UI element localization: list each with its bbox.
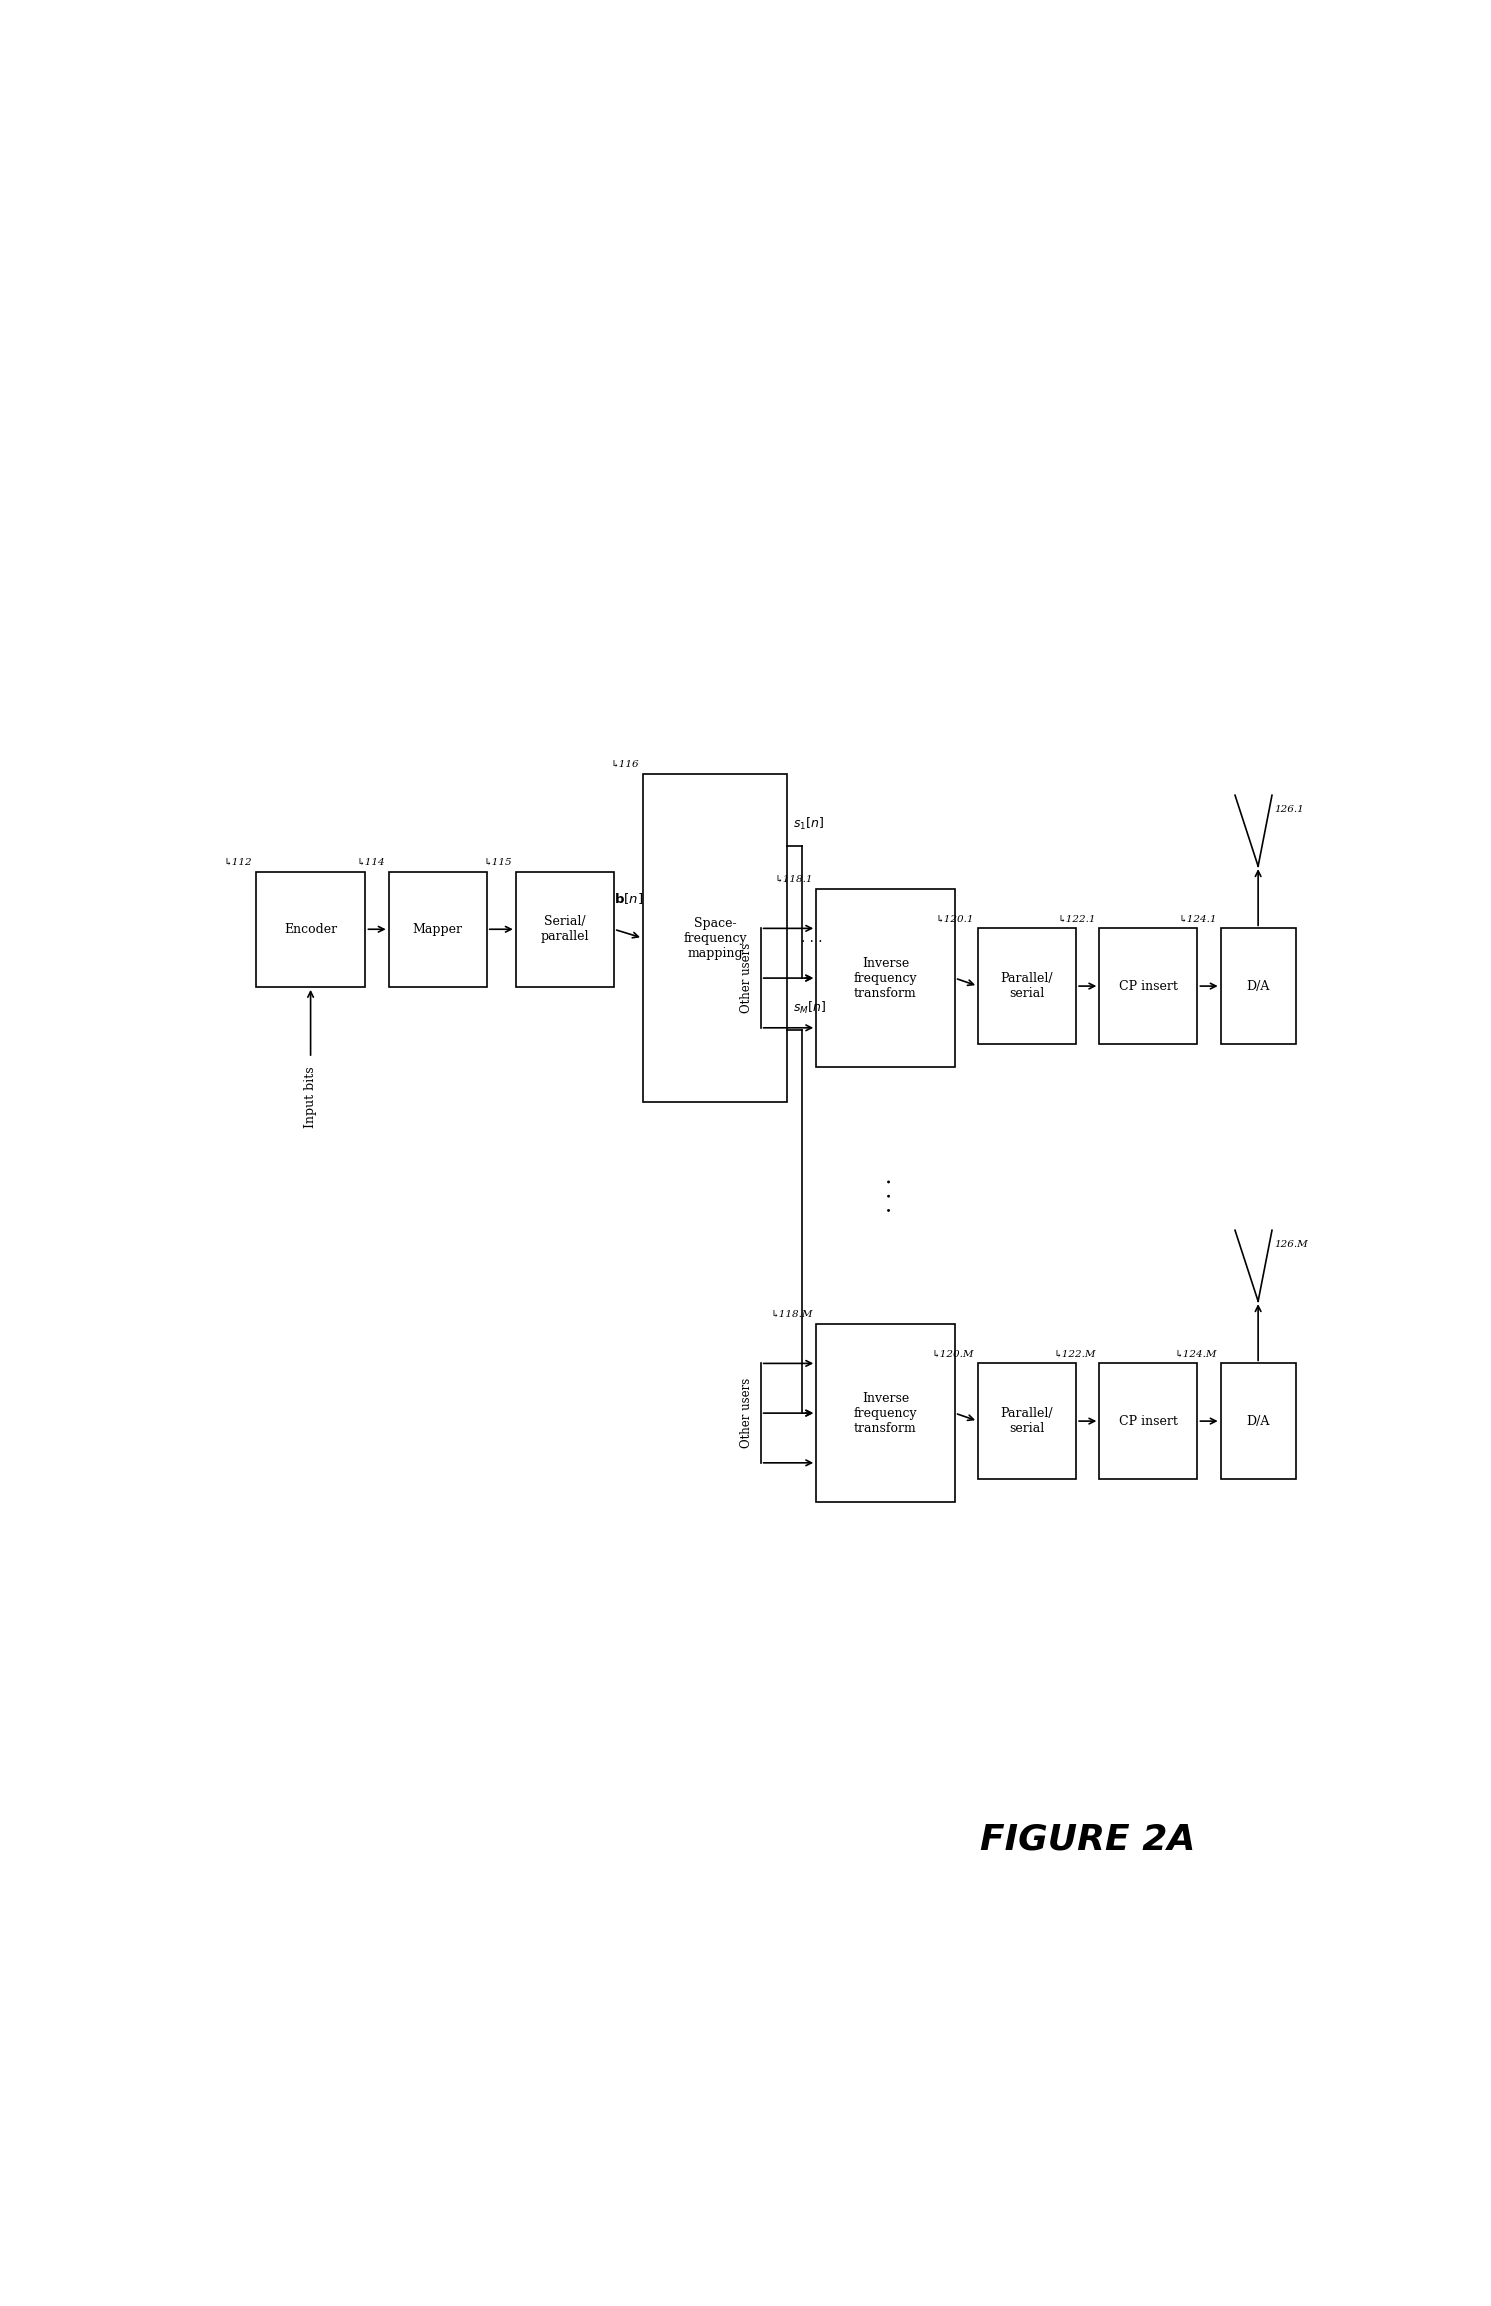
FancyBboxPatch shape <box>389 872 486 987</box>
Text: ↳120.M: ↳120.M <box>932 1349 975 1358</box>
Text: Mapper: Mapper <box>413 922 462 936</box>
Text: ↳116: ↳116 <box>611 759 640 768</box>
Text: Other users: Other users <box>741 1379 753 1448</box>
Text: FIGURE 2A: FIGURE 2A <box>980 1822 1196 1856</box>
Text: . . .: . . . <box>801 932 823 945</box>
FancyBboxPatch shape <box>816 1324 954 1501</box>
Text: ↳122.1: ↳122.1 <box>1057 913 1096 922</box>
Text: ↳112: ↳112 <box>224 858 252 867</box>
Text: 126.1: 126.1 <box>1275 805 1305 814</box>
Text: CP insert: CP insert <box>1118 1414 1178 1427</box>
FancyBboxPatch shape <box>1099 929 1197 1045</box>
Text: $\mathbf{b}[n]$: $\mathbf{b}[n]$ <box>614 890 643 906</box>
Text: ↳122.M: ↳122.M <box>1053 1349 1096 1358</box>
Text: Inverse
frequency
transform: Inverse frequency transform <box>854 1391 917 1434</box>
Text: Other users: Other users <box>741 943 753 1012</box>
FancyBboxPatch shape <box>816 890 954 1068</box>
Text: $s_M[n]$: $s_M[n]$ <box>793 1001 826 1017</box>
Text: . . .: . . . <box>874 1178 896 1213</box>
Text: Parallel/
serial: Parallel/ serial <box>1000 973 1053 1001</box>
Text: Input bits: Input bits <box>304 1068 318 1128</box>
FancyBboxPatch shape <box>978 929 1077 1045</box>
Text: ↳120.1: ↳120.1 <box>936 913 975 922</box>
Text: ↳124.1: ↳124.1 <box>1178 913 1217 922</box>
Text: ↳114: ↳114 <box>356 858 385 867</box>
Text: D/A: D/A <box>1246 1414 1270 1427</box>
FancyBboxPatch shape <box>1221 929 1296 1045</box>
Text: CP insert: CP insert <box>1118 980 1178 992</box>
Text: ↳118.1: ↳118.1 <box>774 874 813 883</box>
Text: $s_1[n]$: $s_1[n]$ <box>793 816 825 832</box>
Text: ↳118.M: ↳118.M <box>771 1310 813 1319</box>
Text: D/A: D/A <box>1246 980 1270 992</box>
Text: Space-
frequency
mapping: Space- frequency mapping <box>683 918 747 959</box>
FancyBboxPatch shape <box>978 1363 1077 1478</box>
Text: ↳124.M: ↳124.M <box>1175 1349 1217 1358</box>
Text: Parallel/
serial: Parallel/ serial <box>1000 1407 1053 1434</box>
FancyBboxPatch shape <box>1099 1363 1197 1478</box>
FancyBboxPatch shape <box>643 775 787 1102</box>
FancyBboxPatch shape <box>1221 1363 1296 1478</box>
Text: Inverse
frequency
transform: Inverse frequency transform <box>854 957 917 998</box>
Text: Serial/
parallel: Serial/ parallel <box>541 915 589 943</box>
Text: Encoder: Encoder <box>283 922 337 936</box>
Text: 126.M: 126.M <box>1275 1241 1308 1250</box>
FancyBboxPatch shape <box>256 872 365 987</box>
FancyBboxPatch shape <box>516 872 614 987</box>
Text: ↳115: ↳115 <box>483 858 513 867</box>
